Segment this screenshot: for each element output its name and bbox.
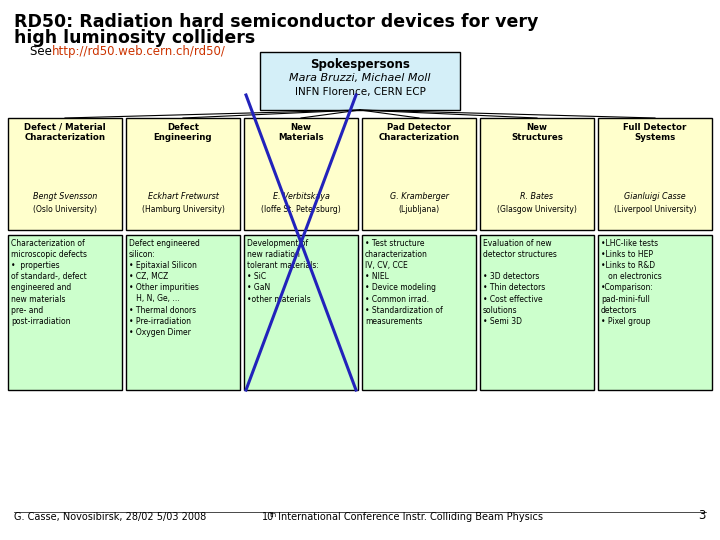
Text: th: th xyxy=(270,512,277,518)
FancyBboxPatch shape xyxy=(480,118,594,230)
Text: 3: 3 xyxy=(698,509,706,522)
Text: See: See xyxy=(30,45,55,58)
Text: (Oslo University): (Oslo University) xyxy=(33,205,97,214)
Text: R. Bates: R. Bates xyxy=(521,192,554,201)
Text: Evaluation of new
detector structures

• 3D detectors
• Thin detectors
• Cost ef: Evaluation of new detector structures • … xyxy=(483,239,557,326)
Text: International Conference Instr. Colliding Beam Physics: International Conference Instr. Collidin… xyxy=(275,512,543,522)
Text: Defect
Engineering: Defect Engineering xyxy=(154,123,212,143)
FancyBboxPatch shape xyxy=(126,235,240,390)
Text: (Ioffe St. Petersburg): (Ioffe St. Petersburg) xyxy=(261,205,341,214)
Text: Full Detector
Systems: Full Detector Systems xyxy=(624,123,687,143)
Text: G. Casse, Novosibirsk, 28/02 5/03 2008: G. Casse, Novosibirsk, 28/02 5/03 2008 xyxy=(14,512,206,522)
Text: Development of
new radiation
tolerant materials:
• SiC
• GaN
•other materials: Development of new radiation tolerant ma… xyxy=(247,239,319,303)
Text: G. Kramberger: G. Kramberger xyxy=(390,192,449,201)
FancyBboxPatch shape xyxy=(8,235,122,390)
Text: Mara Bruzzi, Michael Moll: Mara Bruzzi, Michael Moll xyxy=(289,73,431,83)
FancyBboxPatch shape xyxy=(244,235,358,390)
Text: (Glasgow University): (Glasgow University) xyxy=(497,205,577,214)
Text: Bengt Svensson: Bengt Svensson xyxy=(33,192,97,201)
Text: •LHC-like tests
•Links to HEP
•Links to R&D
   on electronics
•Comparison:
pad-m: •LHC-like tests •Links to HEP •Links to … xyxy=(601,239,662,326)
FancyBboxPatch shape xyxy=(362,118,476,230)
FancyBboxPatch shape xyxy=(480,235,594,390)
FancyBboxPatch shape xyxy=(244,118,358,230)
Text: New
Structures: New Structures xyxy=(511,123,563,143)
Text: Gianluigi Casse: Gianluigi Casse xyxy=(624,192,686,201)
Text: New
Materials: New Materials xyxy=(278,123,324,143)
Text: Characterization of
microscopic defects
•  properties
of standard-, defect
engin: Characterization of microscopic defects … xyxy=(11,239,87,326)
Text: RD50: Radiation hard semiconductor devices for very: RD50: Radiation hard semiconductor devic… xyxy=(14,13,539,31)
FancyBboxPatch shape xyxy=(598,118,712,230)
Text: http://rd50.web.cern.ch/rd50/: http://rd50.web.cern.ch/rd50/ xyxy=(52,45,226,58)
FancyBboxPatch shape xyxy=(260,52,460,110)
Text: Pad Detector
Characterization: Pad Detector Characterization xyxy=(379,123,459,143)
FancyBboxPatch shape xyxy=(8,118,122,230)
Text: (Liverpool University): (Liverpool University) xyxy=(613,205,696,214)
FancyBboxPatch shape xyxy=(126,118,240,230)
Text: Defect / Material
Characterization: Defect / Material Characterization xyxy=(24,123,106,143)
Text: E. Verbitskaya: E. Verbitskaya xyxy=(273,192,330,201)
Text: (Ljubljana): (Ljubljana) xyxy=(398,205,440,214)
Text: INFN Florence, CERN ECP: INFN Florence, CERN ECP xyxy=(294,87,426,97)
Text: • Test structure
characterization
IV, CV, CCE
• NIEL
• Device modeling
• Common : • Test structure characterization IV, CV… xyxy=(365,239,443,326)
Text: Eckhart Fretwurst: Eckhart Fretwurst xyxy=(148,192,218,201)
FancyBboxPatch shape xyxy=(362,235,476,390)
FancyBboxPatch shape xyxy=(598,235,712,390)
Text: 10: 10 xyxy=(262,512,274,522)
Text: (Hamburg University): (Hamburg University) xyxy=(142,205,225,214)
Text: high luminosity colliders: high luminosity colliders xyxy=(14,29,256,47)
Text: Defect engineered
silicon:
• Epitaxial Silicon
• CZ, MCZ
• Other impurities
   H: Defect engineered silicon: • Epitaxial S… xyxy=(129,239,200,337)
Text: Spokespersons: Spokespersons xyxy=(310,58,410,71)
